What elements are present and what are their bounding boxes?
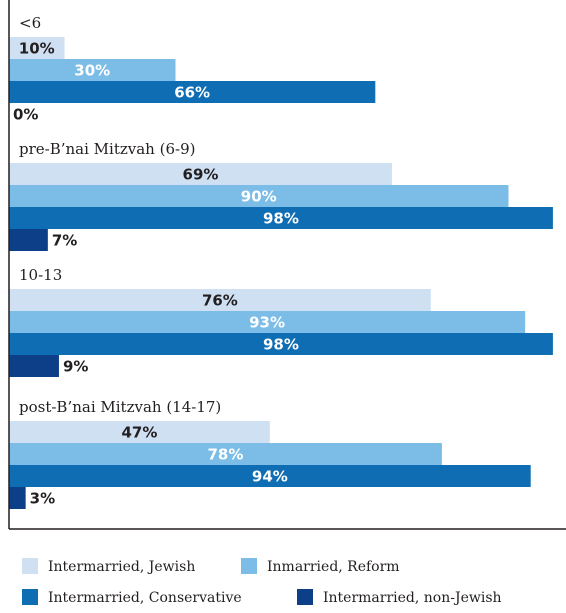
bar-intermarried-jewish (9, 37, 65, 59)
bar-inmarried-reform (9, 311, 526, 333)
legend-label: Intermarried, non-Jewish (323, 590, 502, 606)
plot-area: <6 10% 30% 66% 0% pre-B’nai Mitzvah (6-9) 69% 9… (8, 0, 566, 530)
bar-intermarried-non-jewish (9, 355, 59, 377)
data-label: 90% (241, 188, 277, 206)
data-label: 94% (252, 468, 288, 486)
bar-group-4: post-B’nai Mitzvah (14-17) 47% 78% 94% 3% (9, 398, 531, 509)
bar-intermarried-non-jewish (9, 229, 48, 251)
legend-label: Intermarried, Conservative (48, 590, 242, 606)
data-label: 66% (174, 84, 210, 102)
bar-intermarried-jewish (9, 421, 270, 443)
bar-intermarried-non-jewish (9, 487, 26, 509)
data-label: 7% (52, 232, 77, 250)
data-label: 9% (63, 358, 88, 376)
data-label: 78% (207, 446, 243, 464)
legend-item-intermarried-conservative: Intermarried, Conservative (22, 589, 242, 606)
legend-item-intermarried-non-jewish: Intermarried, non-Jewish (297, 589, 502, 606)
bar-group-1: <6 10% 30% 66% 0% (9, 14, 376, 124)
legend-swatch (297, 589, 313, 605)
legend-swatch (22, 589, 38, 605)
legend-label: Intermarried, Jewish (48, 559, 195, 575)
bar-inmarried-reform (9, 443, 442, 465)
data-label: 69% (183, 166, 219, 184)
bar-intermarried-conservative (9, 333, 553, 355)
bar-intermarried-conservative (9, 207, 553, 229)
bar-intermarried-conservative (9, 81, 376, 103)
bar-group-3: 10-13 76% 93% 98% 9% (9, 266, 553, 377)
data-label: 3% (30, 490, 55, 508)
legend-label: Inmarried, Reform (267, 559, 400, 575)
bar-intermarried-conservative (9, 465, 531, 487)
data-label: 47% (121, 424, 157, 442)
legend-swatch (22, 558, 38, 574)
data-label: 98% (263, 210, 299, 228)
bar-intermarried-jewish (9, 289, 431, 311)
category-label: 10-13 (19, 266, 62, 284)
category-label: pre-B’nai Mitzvah (6-9) (19, 140, 195, 158)
data-label: 98% (263, 336, 299, 354)
legend-item-inmarried-reform: Inmarried, Reform (241, 558, 400, 575)
legend-swatch (241, 558, 257, 574)
legend-item-intermarried-jewish: Intermarried, Jewish (22, 558, 195, 575)
legend: Intermarried, Jewish Inmarried, Reform Int… (22, 558, 502, 606)
data-label: 93% (249, 314, 285, 332)
bar-inmarried-reform (9, 59, 176, 81)
bar-intermarried-jewish (9, 163, 392, 185)
bar-inmarried-reform (9, 185, 509, 207)
data-label: 30% (74, 62, 110, 80)
data-label: 76% (202, 292, 238, 310)
category-label: <6 (19, 14, 41, 32)
bar-group-2: pre-B’nai Mitzvah (6-9) 69% 90% 98% 7% (9, 140, 553, 251)
category-label: post-B’nai Mitzvah (14-17) (19, 398, 221, 416)
data-label: 0% (13, 106, 38, 124)
data-label: 10% (19, 40, 55, 58)
